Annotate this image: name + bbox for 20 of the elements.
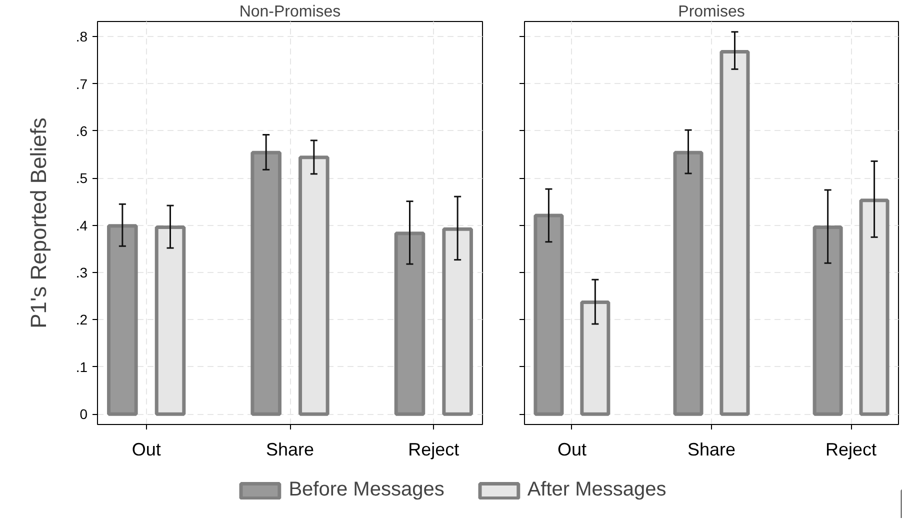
y-tick-label: .4 [76,217,88,234]
y-tick-label: .8 [76,28,88,45]
y-axis-title: P1's Reported Beliefs [26,118,51,328]
legend-label: After Messages [527,478,666,502]
x-tick-label: Out [132,440,161,460]
y-tick-label: .7 [76,76,88,92]
x-tick-label: Reject [826,440,877,460]
y-tick-label: .2 [76,312,88,328]
legend-label: Before Messages [288,478,444,502]
y-tick-label: .3 [76,264,88,281]
y-tick-label: 0 [80,406,88,422]
x-tick-label: Share [687,440,736,460]
chart-title: Promises [678,4,745,20]
x-tick-label: Reject [408,440,460,460]
x-tick-label: Out [557,440,586,460]
chart-title: Non-Promises [239,4,341,20]
y-tick-label: .6 [76,122,88,139]
y-tick-label: .1 [76,358,88,375]
x-tick-label: Share [266,440,314,460]
y-tick-label: .5 [76,170,88,186]
